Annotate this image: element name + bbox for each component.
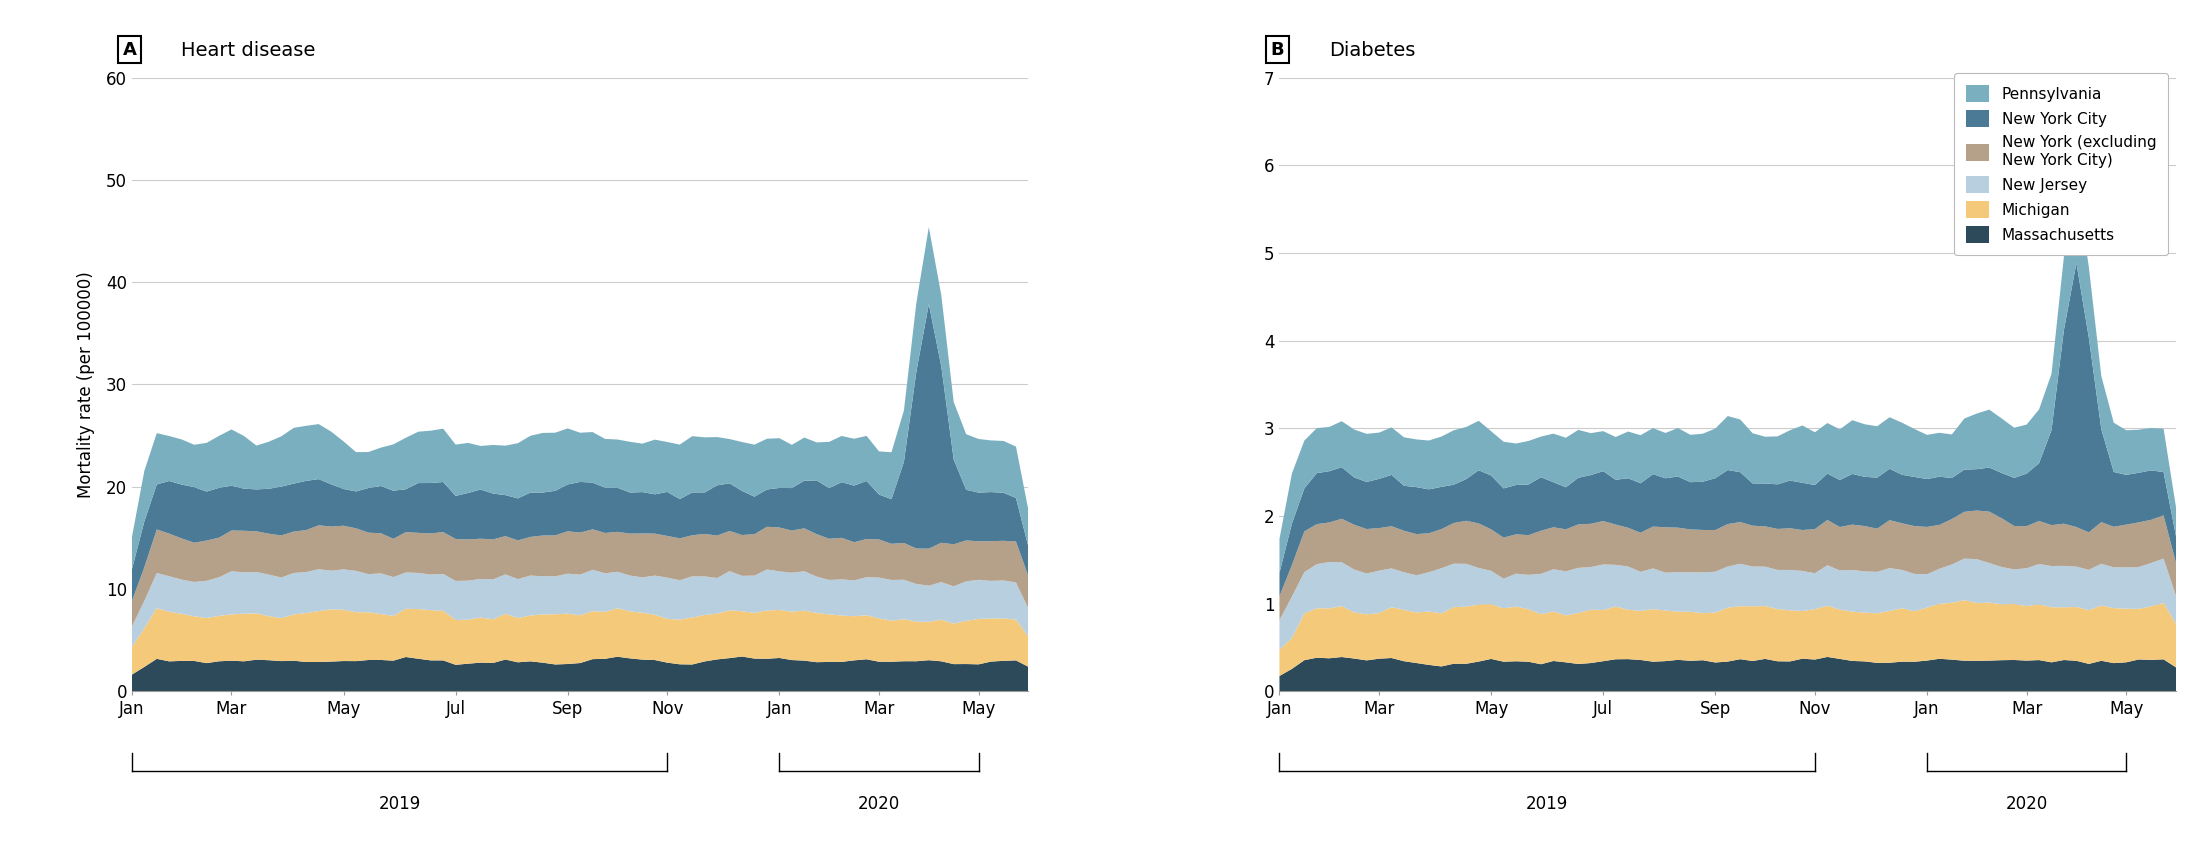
Text: A: A	[123, 41, 136, 59]
Legend: Pennsylvania, New York City, New York (excluding
New York City), New Jersey, Mic: Pennsylvania, New York City, New York (e…	[1954, 73, 2169, 255]
Text: 2019: 2019	[1525, 796, 1569, 814]
Text: Diabetes: Diabetes	[1330, 41, 1416, 60]
Text: Heart disease: Heart disease	[180, 41, 317, 60]
Text: 2020: 2020	[2005, 796, 2049, 814]
Text: 2019: 2019	[378, 796, 420, 814]
Y-axis label: Mortality rate (per 100000): Mortality rate (per 100000)	[77, 271, 95, 498]
Text: B: B	[1270, 41, 1284, 59]
Text: 2020: 2020	[857, 796, 901, 814]
